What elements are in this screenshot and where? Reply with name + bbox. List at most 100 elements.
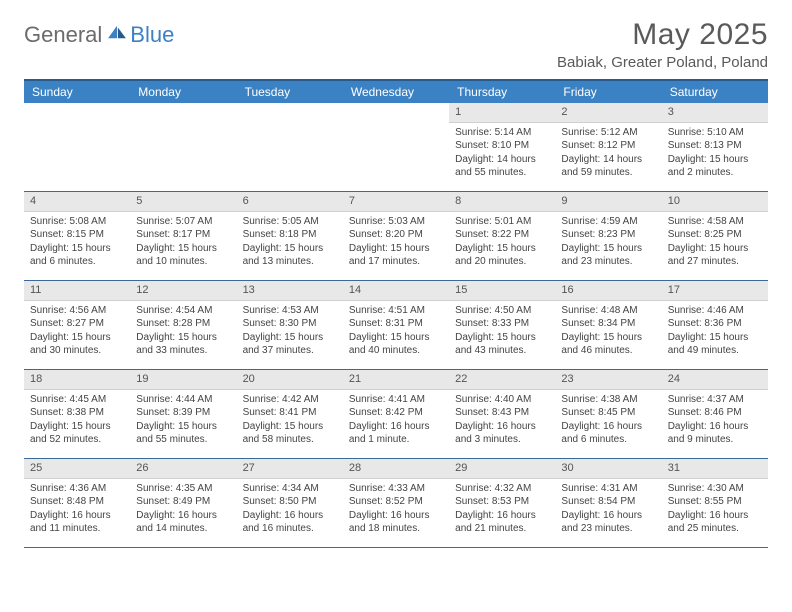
daylight-line: Daylight: 16 hours and 14 minutes. — [136, 509, 230, 536]
weekday-fri: Friday — [555, 81, 661, 103]
day-number: 6 — [237, 192, 343, 212]
calendar-week: 25Sunrise: 4:36 AMSunset: 8:48 PMDayligh… — [24, 459, 768, 548]
sunrise-line: Sunrise: 4:50 AM — [455, 304, 549, 318]
daylight-line: Daylight: 15 hours and 46 minutes. — [561, 331, 655, 358]
daylight-line: Daylight: 16 hours and 11 minutes. — [30, 509, 124, 536]
calendar-cell: 9Sunrise: 4:59 AMSunset: 8:23 PMDaylight… — [555, 192, 661, 280]
logo-sail-icon — [106, 24, 128, 40]
calendar-cell — [343, 103, 449, 191]
sunset-line: Sunset: 8:28 PM — [136, 317, 230, 331]
weekday-header: Sunday Monday Tuesday Wednesday Thursday… — [24, 79, 768, 103]
sunrise-line: Sunrise: 5:07 AM — [136, 215, 230, 229]
day-number: 26 — [130, 459, 236, 479]
calendar-cell: 10Sunrise: 4:58 AMSunset: 8:25 PMDayligh… — [662, 192, 768, 280]
day-number: 12 — [130, 281, 236, 301]
sunrise-line: Sunrise: 4:41 AM — [349, 393, 443, 407]
day-details: Sunrise: 4:42 AMSunset: 8:41 PMDaylight:… — [237, 390, 343, 452]
daylight-line: Daylight: 15 hours and 17 minutes. — [349, 242, 443, 269]
weekday-mon: Monday — [130, 81, 236, 103]
day-details: Sunrise: 5:14 AMSunset: 8:10 PMDaylight:… — [449, 123, 555, 185]
sunrise-line: Sunrise: 4:54 AM — [136, 304, 230, 318]
calendar-cell — [237, 103, 343, 191]
day-details: Sunrise: 5:12 AMSunset: 8:12 PMDaylight:… — [555, 123, 661, 185]
daylight-line: Daylight: 15 hours and 58 minutes. — [243, 420, 337, 447]
day-number: 1 — [449, 103, 555, 123]
sunset-line: Sunset: 8:53 PM — [455, 495, 549, 509]
sunset-line: Sunset: 8:34 PM — [561, 317, 655, 331]
location-text: Babiak, Greater Poland, Poland — [557, 54, 768, 71]
sunset-line: Sunset: 8:12 PM — [561, 139, 655, 153]
daylight-line: Daylight: 15 hours and 27 minutes. — [668, 242, 762, 269]
day-number: 20 — [237, 370, 343, 390]
day-number: 29 — [449, 459, 555, 479]
day-number: 3 — [662, 103, 768, 123]
day-details: Sunrise: 4:48 AMSunset: 8:34 PMDaylight:… — [555, 301, 661, 363]
day-details: Sunrise: 4:50 AMSunset: 8:33 PMDaylight:… — [449, 301, 555, 363]
sunrise-line: Sunrise: 4:36 AM — [30, 482, 124, 496]
sunset-line: Sunset: 8:54 PM — [561, 495, 655, 509]
day-details: Sunrise: 4:44 AMSunset: 8:39 PMDaylight:… — [130, 390, 236, 452]
day-number: 5 — [130, 192, 236, 212]
sunrise-line: Sunrise: 4:31 AM — [561, 482, 655, 496]
sunset-line: Sunset: 8:52 PM — [349, 495, 443, 509]
daylight-line: Daylight: 15 hours and 43 minutes. — [455, 331, 549, 358]
calendar-cell: 4Sunrise: 5:08 AMSunset: 8:15 PMDaylight… — [24, 192, 130, 280]
calendar-cell: 27Sunrise: 4:34 AMSunset: 8:50 PMDayligh… — [237, 459, 343, 547]
logo-text-blue: Blue — [130, 22, 174, 48]
daylight-line: Daylight: 16 hours and 23 minutes. — [561, 509, 655, 536]
day-number: 16 — [555, 281, 661, 301]
day-details: Sunrise: 4:51 AMSunset: 8:31 PMDaylight:… — [343, 301, 449, 363]
daylight-line: Daylight: 15 hours and 23 minutes. — [561, 242, 655, 269]
calendar-cell: 12Sunrise: 4:54 AMSunset: 8:28 PMDayligh… — [130, 281, 236, 369]
sunrise-line: Sunrise: 5:01 AM — [455, 215, 549, 229]
sunrise-line: Sunrise: 4:38 AM — [561, 393, 655, 407]
sunrise-line: Sunrise: 4:42 AM — [243, 393, 337, 407]
weekday-sun: Sunday — [24, 81, 130, 103]
sunset-line: Sunset: 8:30 PM — [243, 317, 337, 331]
daylight-line: Daylight: 15 hours and 40 minutes. — [349, 331, 443, 358]
sunset-line: Sunset: 8:33 PM — [455, 317, 549, 331]
sunrise-line: Sunrise: 4:34 AM — [243, 482, 337, 496]
daylight-line: Daylight: 16 hours and 18 minutes. — [349, 509, 443, 536]
calendar-week: 4Sunrise: 5:08 AMSunset: 8:15 PMDaylight… — [24, 192, 768, 281]
calendar-cell — [24, 103, 130, 191]
day-details: Sunrise: 5:05 AMSunset: 8:18 PMDaylight:… — [237, 212, 343, 274]
daylight-line: Daylight: 15 hours and 30 minutes. — [30, 331, 124, 358]
calendar-cell: 5Sunrise: 5:07 AMSunset: 8:17 PMDaylight… — [130, 192, 236, 280]
day-details: Sunrise: 4:30 AMSunset: 8:55 PMDaylight:… — [662, 479, 768, 541]
day-number: 10 — [662, 192, 768, 212]
daylight-line: Daylight: 15 hours and 6 minutes. — [30, 242, 124, 269]
sunset-line: Sunset: 8:43 PM — [455, 406, 549, 420]
day-number: 11 — [24, 281, 130, 301]
calendar-cell: 22Sunrise: 4:40 AMSunset: 8:43 PMDayligh… — [449, 370, 555, 458]
sunrise-line: Sunrise: 4:48 AM — [561, 304, 655, 318]
sunrise-line: Sunrise: 4:46 AM — [668, 304, 762, 318]
calendar-cell: 2Sunrise: 5:12 AMSunset: 8:12 PMDaylight… — [555, 103, 661, 191]
day-number: 27 — [237, 459, 343, 479]
weekday-sat: Saturday — [662, 81, 768, 103]
sunset-line: Sunset: 8:22 PM — [455, 228, 549, 242]
calendar-cell: 16Sunrise: 4:48 AMSunset: 8:34 PMDayligh… — [555, 281, 661, 369]
sunrise-line: Sunrise: 4:44 AM — [136, 393, 230, 407]
day-number: 30 — [555, 459, 661, 479]
sunrise-line: Sunrise: 4:33 AM — [349, 482, 443, 496]
day-number: 13 — [237, 281, 343, 301]
day-number: 14 — [343, 281, 449, 301]
daylight-line: Daylight: 16 hours and 1 minute. — [349, 420, 443, 447]
day-details: Sunrise: 4:37 AMSunset: 8:46 PMDaylight:… — [662, 390, 768, 452]
sunset-line: Sunset: 8:45 PM — [561, 406, 655, 420]
calendar-cell: 11Sunrise: 4:56 AMSunset: 8:27 PMDayligh… — [24, 281, 130, 369]
daylight-line: Daylight: 15 hours and 13 minutes. — [243, 242, 337, 269]
calendar-week: 18Sunrise: 4:45 AMSunset: 8:38 PMDayligh… — [24, 370, 768, 459]
calendar-cell — [130, 103, 236, 191]
day-number: 31 — [662, 459, 768, 479]
sunrise-line: Sunrise: 4:51 AM — [349, 304, 443, 318]
calendar-cell: 29Sunrise: 4:32 AMSunset: 8:53 PMDayligh… — [449, 459, 555, 547]
calendar-cell: 23Sunrise: 4:38 AMSunset: 8:45 PMDayligh… — [555, 370, 661, 458]
sunrise-line: Sunrise: 4:45 AM — [30, 393, 124, 407]
sunset-line: Sunset: 8:41 PM — [243, 406, 337, 420]
daylight-line: Daylight: 16 hours and 25 minutes. — [668, 509, 762, 536]
day-details: Sunrise: 4:46 AMSunset: 8:36 PMDaylight:… — [662, 301, 768, 363]
day-details: Sunrise: 4:38 AMSunset: 8:45 PMDaylight:… — [555, 390, 661, 452]
day-number: 23 — [555, 370, 661, 390]
